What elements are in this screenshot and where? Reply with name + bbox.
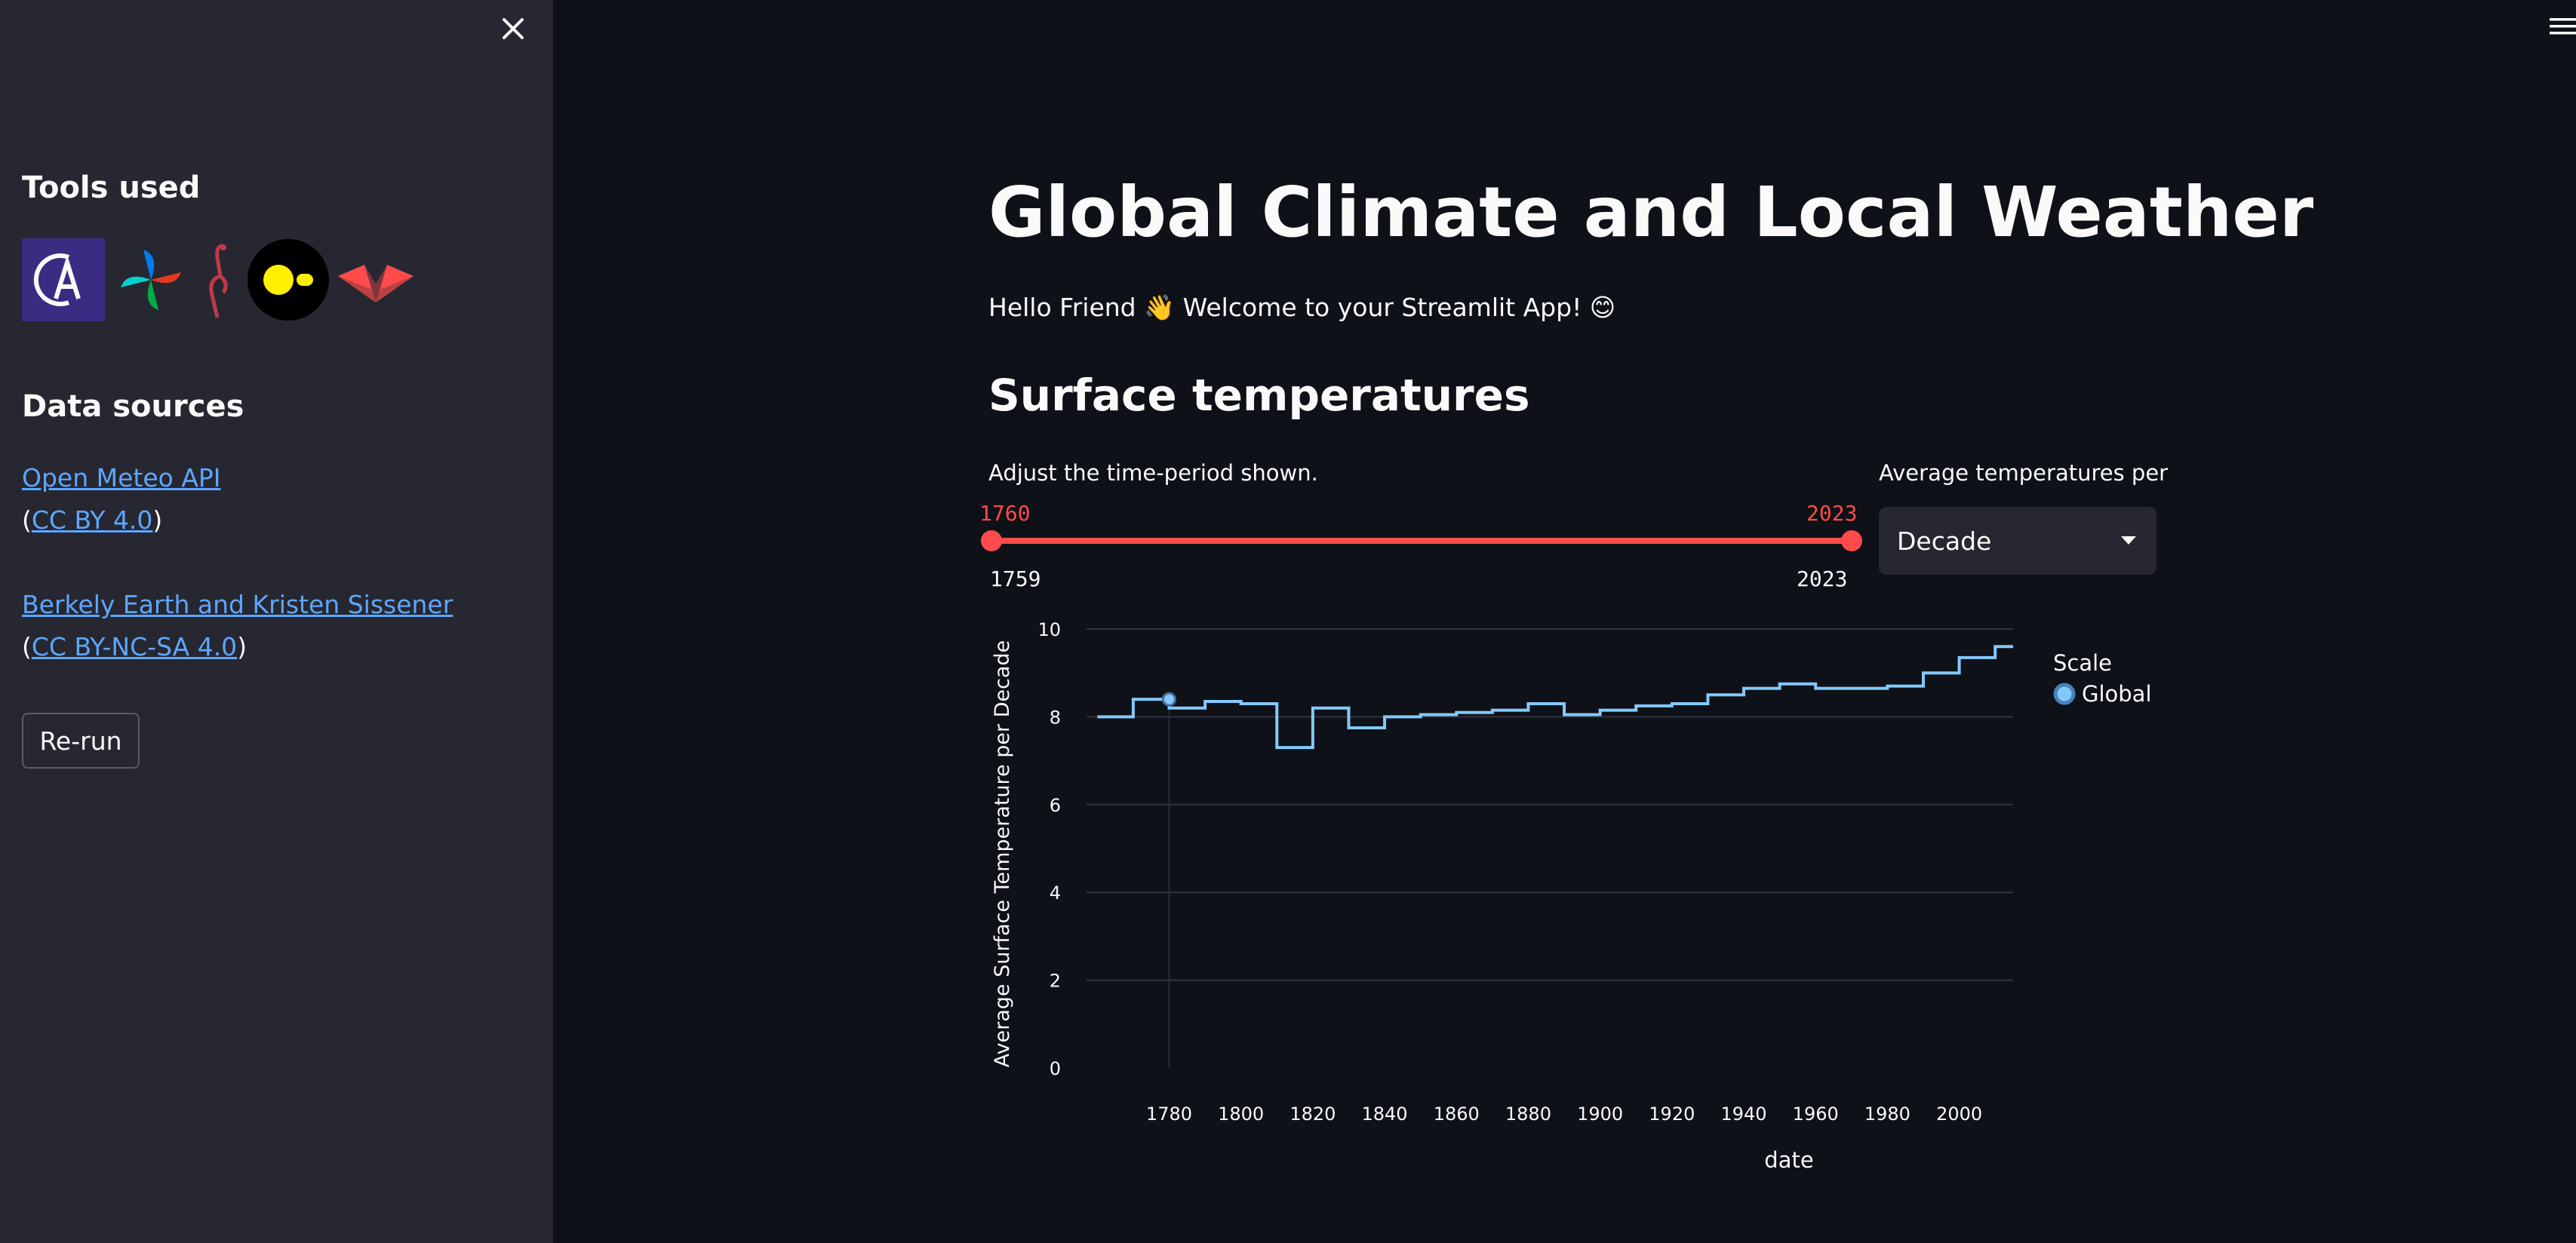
select-label: Average temperatures per — [1879, 460, 2169, 486]
y-tick-label: 2 — [1050, 971, 1061, 992]
slider-selected-max: 2023 — [1806, 501, 1858, 526]
series-line-global — [1097, 645, 2013, 750]
berkeley-earth-link[interactable]: Berkely Earth and Kristen Sissener — [22, 590, 453, 619]
cc-by-4-link[interactable]: CC BY 4.0 — [31, 505, 153, 535]
flamingo-logo-icon — [197, 238, 242, 321]
slider-selected-min: 1760 — [979, 501, 1031, 526]
source-open-meteo: Open Meteo API (CC BY 4.0) — [22, 457, 221, 542]
slider-label: Adjust the time-period shown. — [988, 460, 1318, 486]
airflow-pinwheel-icon — [109, 238, 192, 321]
y-tick-label: 4 — [1050, 882, 1061, 904]
hover-point[interactable] — [1161, 692, 1176, 707]
paren-close: ) — [152, 505, 163, 535]
page-title: Global Climate and Local Weather — [988, 172, 2314, 253]
sidebar: Tools used — [0, 0, 553, 1243]
hamburger-icon — [2550, 18, 2576, 35]
legend-title: Scale — [2053, 650, 2112, 676]
x-tick-label: 1860 — [1434, 1103, 1480, 1125]
source-berkeley-earth: Berkely Earth and Kristen Sissener (CC B… — [22, 584, 453, 668]
x-tick-label: 1900 — [1577, 1103, 1623, 1125]
astronomer-logo-icon — [22, 238, 105, 321]
close-sidebar-button[interactable] — [495, 11, 531, 47]
x-tick-label: 1920 — [1649, 1103, 1695, 1125]
section-title: Surface temperatures — [988, 370, 1530, 421]
rerun-button[interactable]: Re-run — [22, 713, 140, 769]
open-meteo-link[interactable]: Open Meteo API — [22, 463, 221, 493]
aggregation-select[interactable]: Decade — [1879, 507, 2156, 575]
paren-open: ( — [22, 505, 32, 535]
slider-range-min: 1759 — [990, 566, 1041, 591]
y-tick-label: 10 — [1037, 619, 1061, 640]
paren-close: ) — [237, 632, 247, 661]
streamlit-crown-icon — [334, 238, 417, 321]
x-tick-label: 1800 — [1218, 1103, 1264, 1125]
slider-thumb-max[interactable] — [1841, 530, 1862, 551]
main-menu-button[interactable] — [2547, 14, 2576, 39]
cc-by-nc-sa-link[interactable]: CC BY-NC-SA 4.0 — [31, 632, 238, 661]
x-tick-label: 1940 — [1720, 1103, 1766, 1125]
duckdb-logo-icon — [247, 238, 330, 321]
y-tick-labels: 0 2 4 6 8 10 — [1037, 619, 1061, 1079]
tool-logos — [22, 238, 417, 321]
slider-range-max: 2023 — [1797, 566, 1848, 591]
paren-open: ( — [22, 632, 32, 661]
y-tick-label: 8 — [1050, 707, 1061, 728]
legend-item-global[interactable]: Global — [2082, 681, 2152, 707]
tools-heading: Tools used — [22, 170, 201, 205]
select-value: Decade — [1897, 526, 1992, 556]
chevron-down-icon — [2121, 536, 2136, 545]
y-tick-label: 0 — [1050, 1058, 1061, 1079]
x-tick-label: 1980 — [1864, 1103, 1910, 1125]
legend-radio-global[interactable] — [2053, 683, 2076, 705]
y-tick-label: 6 — [1050, 795, 1061, 816]
x-tick-label: 1820 — [1290, 1103, 1336, 1125]
x-tick-label: 1840 — [1362, 1103, 1408, 1125]
chart-grid — [1087, 628, 2013, 981]
y-axis-label: Average Surface Temperature per Decade — [991, 640, 1014, 1068]
slider-thumb-min[interactable] — [981, 530, 1003, 551]
x-tick-label: 2000 — [1936, 1103, 1982, 1125]
close-icon — [503, 18, 524, 39]
x-tick-label: 1960 — [1793, 1103, 1839, 1125]
slider-track[interactable] — [988, 538, 1852, 544]
data-sources-heading: Data sources — [22, 389, 244, 424]
chart-series — [1097, 645, 2013, 750]
x-axis-label: date — [1764, 1147, 1813, 1173]
x-tick-labels: 1780 1800 1820 1840 1860 1880 1900 1920 1940 1960… — [1146, 1103, 1982, 1125]
temperature-chart[interactable]: 0 2 4 6 8 10 1780 1800 1820 1840 1860 1880 1900 1920… — [981, 611, 2203, 1184]
greeting-text: Hello Friend 👋 Welcome to your Streamlit… — [988, 293, 1616, 322]
x-tick-label: 1880 — [1505, 1103, 1551, 1125]
x-tick-label: 1780 — [1146, 1103, 1192, 1125]
